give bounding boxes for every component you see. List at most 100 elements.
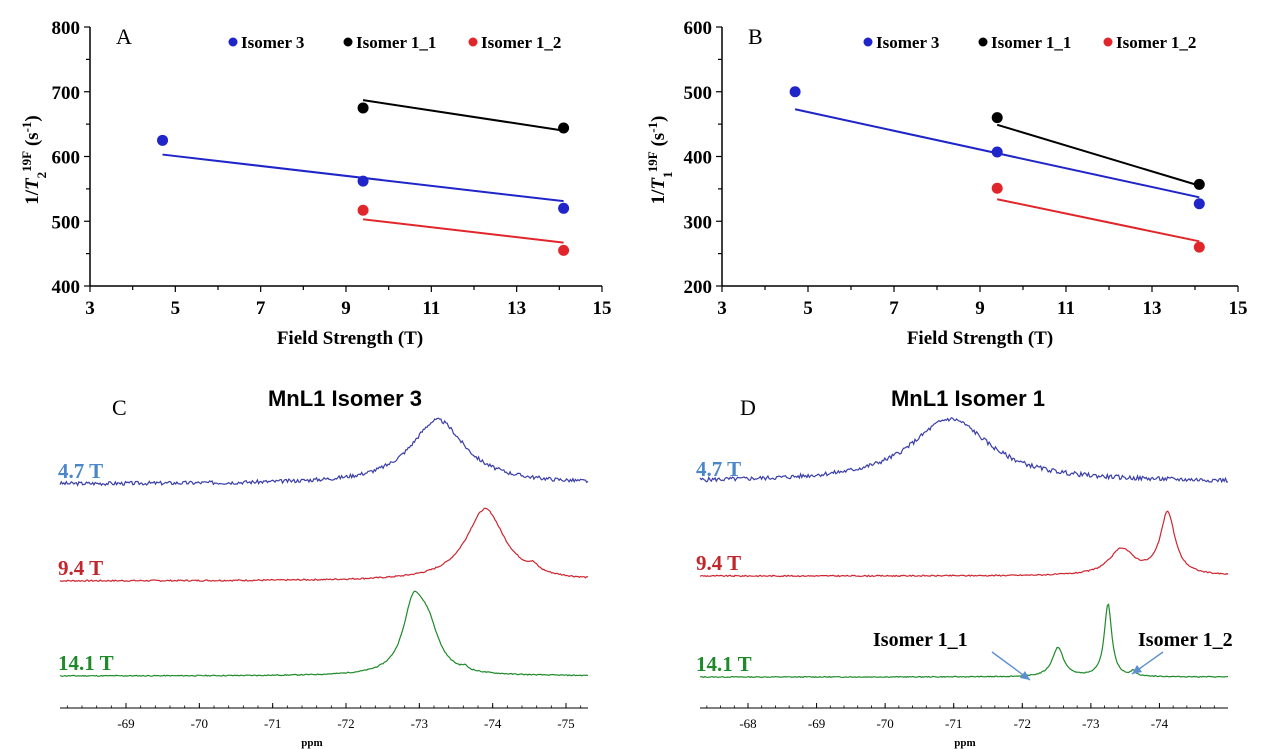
- panel-b-label: B: [748, 24, 763, 49]
- data-point: [991, 146, 1003, 158]
- x-tick-label: -71: [945, 716, 962, 731]
- x-tick-label: 9: [341, 298, 351, 319]
- data-point: [1193, 241, 1205, 253]
- legend-entry: Isomer 3: [876, 33, 939, 52]
- x-tick-label: 15: [1229, 298, 1248, 319]
- panel-c-axis: -69 -70 -71 -72 -73 -74 -75: [60, 703, 588, 731]
- x-tick-label: -75: [557, 716, 574, 731]
- panel-a-xlabel: Field Strength (T): [277, 328, 423, 349]
- panel-a-marks: [157, 99, 570, 256]
- field-label: 14.1 T: [58, 651, 114, 675]
- y-tick-label: 200: [684, 277, 713, 298]
- panel-a-ticks: 3 5 7 9 11 13 15 400 500 600 700 800: [52, 18, 612, 319]
- panel-c-spectra: 4.7 T 9.4 T 14.1 T: [58, 417, 589, 677]
- data-point: [157, 134, 169, 146]
- legend-entry: Isomer 1_2: [1116, 33, 1196, 52]
- x-tick-label: 3: [85, 298, 95, 319]
- panel-d-title: MnL1 Isomer 1: [891, 386, 1045, 411]
- x-tick-label: -68: [739, 716, 756, 731]
- annotation-arrowhead-1: [1020, 671, 1030, 680]
- fit-line-isomer-1-2: [996, 198, 1200, 243]
- y-tick-label: 800: [52, 18, 81, 39]
- x-tick-label: -70: [191, 716, 208, 731]
- x-tick-label: -72: [1014, 716, 1031, 731]
- fit-line-isomer-1-1: [996, 123, 1200, 187]
- panel-d-spectra: 4.7 T 9.4 T 14.1 T: [696, 416, 1229, 679]
- panel-d-annotations: Isomer 1_1 Isomer 1_2: [873, 629, 1233, 681]
- panel-b-xlabel: Field Strength (T): [907, 328, 1053, 349]
- y-tick-label: 600: [684, 18, 713, 39]
- y-tick-label: 300: [684, 212, 713, 233]
- x-tick-label: -73: [1082, 716, 1099, 731]
- x-tick-label: 7: [256, 298, 266, 319]
- panel-c-title: MnL1 Isomer 3: [268, 386, 422, 411]
- annotation-isomer-1-1: Isomer 1_1: [873, 629, 968, 651]
- data-point: [357, 204, 369, 216]
- legend-entry: Isomer 1_1: [356, 33, 436, 52]
- data-point: [1193, 178, 1205, 190]
- x-tick-label: -70: [876, 716, 893, 731]
- x-tick-label: -69: [808, 716, 825, 731]
- panel-d-xlabel: ppm: [954, 737, 975, 749]
- panel-b-marks: [789, 86, 1205, 253]
- legend-marker: [1103, 37, 1113, 47]
- data-point: [789, 86, 801, 98]
- y-tick-label: 500: [684, 83, 713, 104]
- spectrum-9-4-t: [59, 507, 589, 583]
- legend-marker: [978, 37, 988, 47]
- fit-line-isomer-1-1: [362, 99, 564, 132]
- legend-entry: Isomer 3: [241, 33, 304, 52]
- spectrum-14-1-t: [59, 590, 589, 677]
- x-tick-label: 5: [171, 298, 181, 319]
- data-point: [357, 175, 369, 187]
- data-point: [558, 122, 570, 134]
- field-label: 9.4 T: [696, 551, 741, 575]
- legend-marker: [343, 37, 353, 47]
- y-tick-label: 400: [52, 277, 81, 298]
- panel-c-label: C: [112, 395, 127, 420]
- x-tick-label: -74: [484, 716, 502, 731]
- panel-d: D MnL1 Isomer 1 4.7 T 9.4 T 14.1 T -68 -69 -…: [696, 386, 1233, 749]
- x-tick-label: -73: [411, 716, 428, 731]
- legend-marker: [468, 37, 478, 47]
- field-label: 4.7 T: [696, 457, 741, 481]
- x-tick-label: -69: [117, 716, 134, 731]
- y-tick-label: 500: [52, 212, 81, 233]
- panel-c-xlabel: ppm: [301, 737, 322, 749]
- x-tick-label: -72: [337, 716, 354, 731]
- y-tick-label: 600: [52, 148, 81, 169]
- x-tick-label: 13: [507, 298, 526, 319]
- legend-marker: [228, 37, 238, 47]
- panel-a-legend: Isomer 3 Isomer 1_1 Isomer 1_2: [228, 33, 561, 52]
- legend-entry: Isomer 1_2: [481, 33, 561, 52]
- x-tick-label: 11: [1057, 298, 1075, 319]
- x-tick-label: -71: [264, 716, 281, 731]
- spectrum-14-1-t: [699, 603, 1229, 679]
- x-tick-label: 7: [889, 298, 899, 319]
- x-tick-label: 9: [975, 298, 985, 319]
- panel-a-label: A: [116, 24, 132, 49]
- panel-d-axis: -68 -69 -70 -71 -72 -73 -74: [700, 703, 1228, 731]
- data-point: [357, 102, 369, 114]
- data-point: [558, 202, 570, 214]
- field-label: 9.4 T: [58, 556, 103, 580]
- fit-line-isomer-1-2: [362, 218, 564, 244]
- spectrum-4-7-t: [699, 416, 1229, 484]
- data-point: [991, 182, 1003, 194]
- panel-d-label: D: [740, 395, 756, 420]
- panel-b-ylabel: 1/T119F (s-1): [645, 116, 675, 205]
- panel-c: C MnL1 Isomer 3 4.7 T9.4 T14.1 T -69 -70-…: [58, 386, 589, 749]
- y-tick-label: 700: [52, 83, 81, 104]
- legend-entry: Isomer 1_1: [991, 33, 1071, 52]
- legend-marker: [863, 37, 873, 47]
- data-point: [1193, 198, 1205, 210]
- field-label: 14.1 T: [696, 652, 752, 676]
- data-point: [991, 112, 1003, 124]
- spectrum-9-4-t: [699, 510, 1229, 578]
- panel-b-ticks: 3 5 7 9 11 13 15 200 300 400 500 600: [684, 18, 1248, 319]
- annotation-isomer-1-2: Isomer 1_2: [1138, 629, 1233, 651]
- field-label: 4.7 T: [58, 459, 103, 483]
